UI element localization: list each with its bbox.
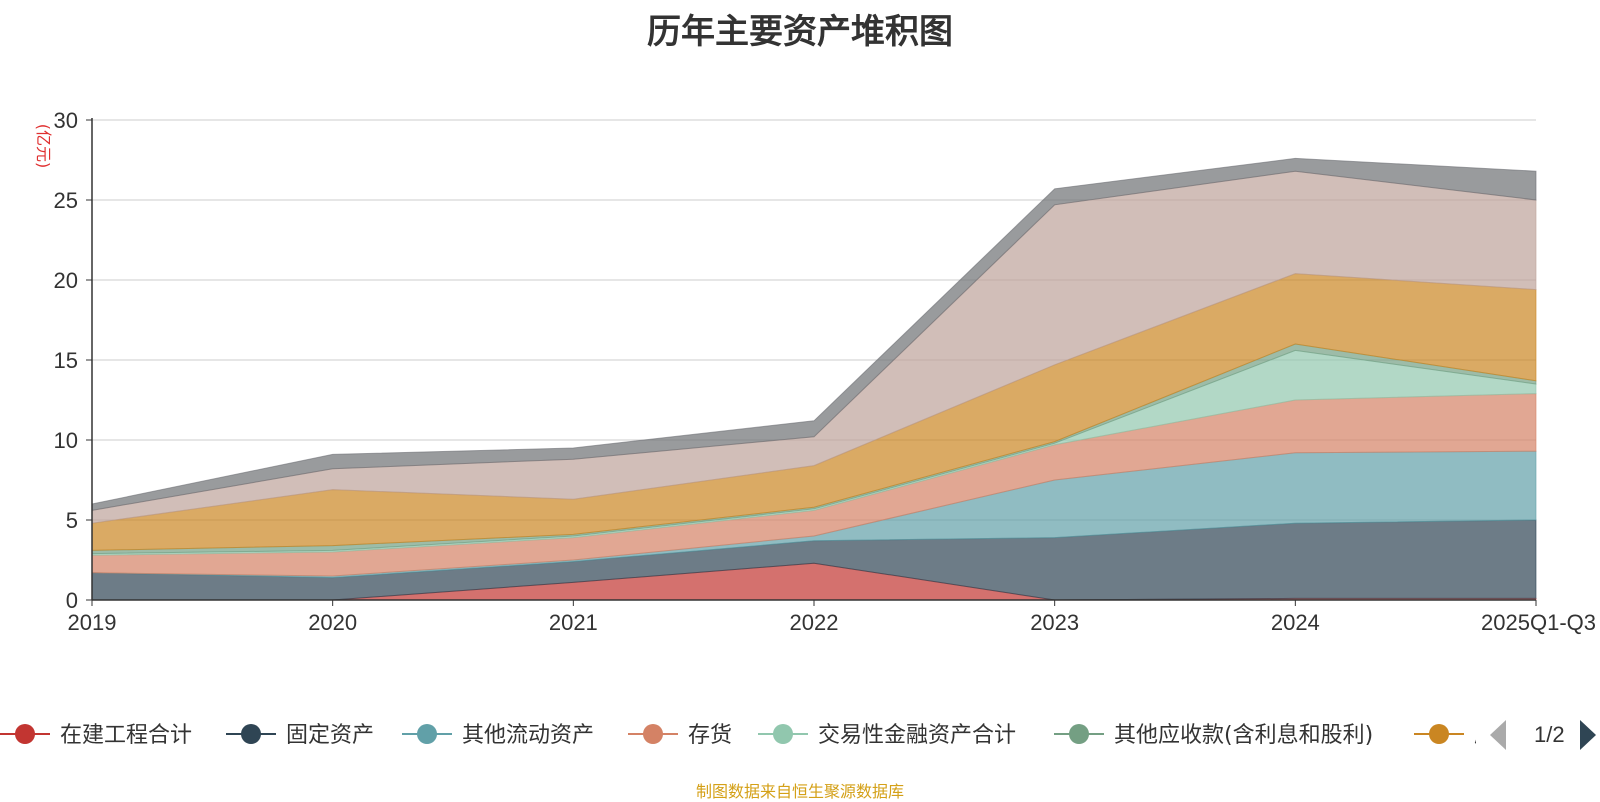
legend-marker — [1069, 724, 1089, 744]
legend-label: 固定资产 — [286, 723, 374, 748]
x-tick-label: 2021 — [549, 610, 598, 635]
y-tick-label: 0 — [66, 588, 78, 613]
legend-marker — [1429, 724, 1449, 744]
y-tick-label: 25 — [54, 188, 78, 213]
legend-item[interactable]: 应收账款 — [1414, 723, 1562, 748]
source-footer: 制图数据来自恒生聚源数据库 — [695, 782, 904, 801]
x-tick-label: 2022 — [790, 610, 839, 635]
y-tick-label: 15 — [54, 348, 78, 373]
legend-item[interactable]: 存货 — [628, 723, 732, 748]
x-tick-label: 2023 — [1030, 610, 1079, 635]
y-tick-label: 30 — [54, 108, 78, 133]
x-tick-label: 2019 — [68, 610, 117, 635]
legend-prev-icon[interactable] — [1490, 720, 1506, 750]
legend-item[interactable]: 其他流动资产 — [402, 723, 594, 748]
legend-item[interactable]: 交易性金融资产合计 — [758, 723, 1016, 748]
legend-item[interactable]: 其他应收款(含利息和股利) — [1054, 723, 1373, 748]
legend-marker — [417, 724, 437, 744]
legend-marker — [773, 724, 793, 744]
area-其他 — [91, 157, 1537, 511]
x-tick-label: 2020 — [308, 610, 357, 635]
x-tick-label: 2024 — [1271, 610, 1320, 635]
y-tick-label: 20 — [54, 268, 78, 293]
legend-item[interactable]: 在建工程合计 — [0, 723, 192, 748]
legend-marker — [643, 724, 663, 744]
x-tick-label: 2025Q1-Q3 — [1481, 610, 1596, 635]
legend: 在建工程合计 固定资产 其他流动资产 存货 交易性金融资产合计 其他应收款(含利息和股利)… — [0, 723, 1562, 748]
legend-next-icon[interactable] — [1580, 720, 1596, 750]
legend-label: 应收账款 — [1474, 723, 1562, 748]
legend-label: 其他应收款(含利息和股利) — [1114, 723, 1373, 748]
legend-label: 其他流动资产 — [462, 723, 594, 748]
y-tick-label: 5 — [66, 508, 78, 533]
y-unit-label: (亿元) — [34, 124, 53, 169]
legend-label: 交易性金融资产合计 — [818, 723, 1016, 748]
legend-label: 在建工程合计 — [60, 723, 192, 748]
legend-marker — [15, 724, 35, 744]
legend-label: 存货 — [688, 723, 732, 748]
legend-item[interactable]: 固定资产 — [226, 723, 374, 748]
chart-title: 历年主要资产堆积图 — [647, 12, 953, 52]
legend-page-indicator: 1/2 — [1534, 722, 1565, 747]
y-tick-label: 10 — [54, 428, 78, 453]
legend-marker — [241, 724, 261, 744]
